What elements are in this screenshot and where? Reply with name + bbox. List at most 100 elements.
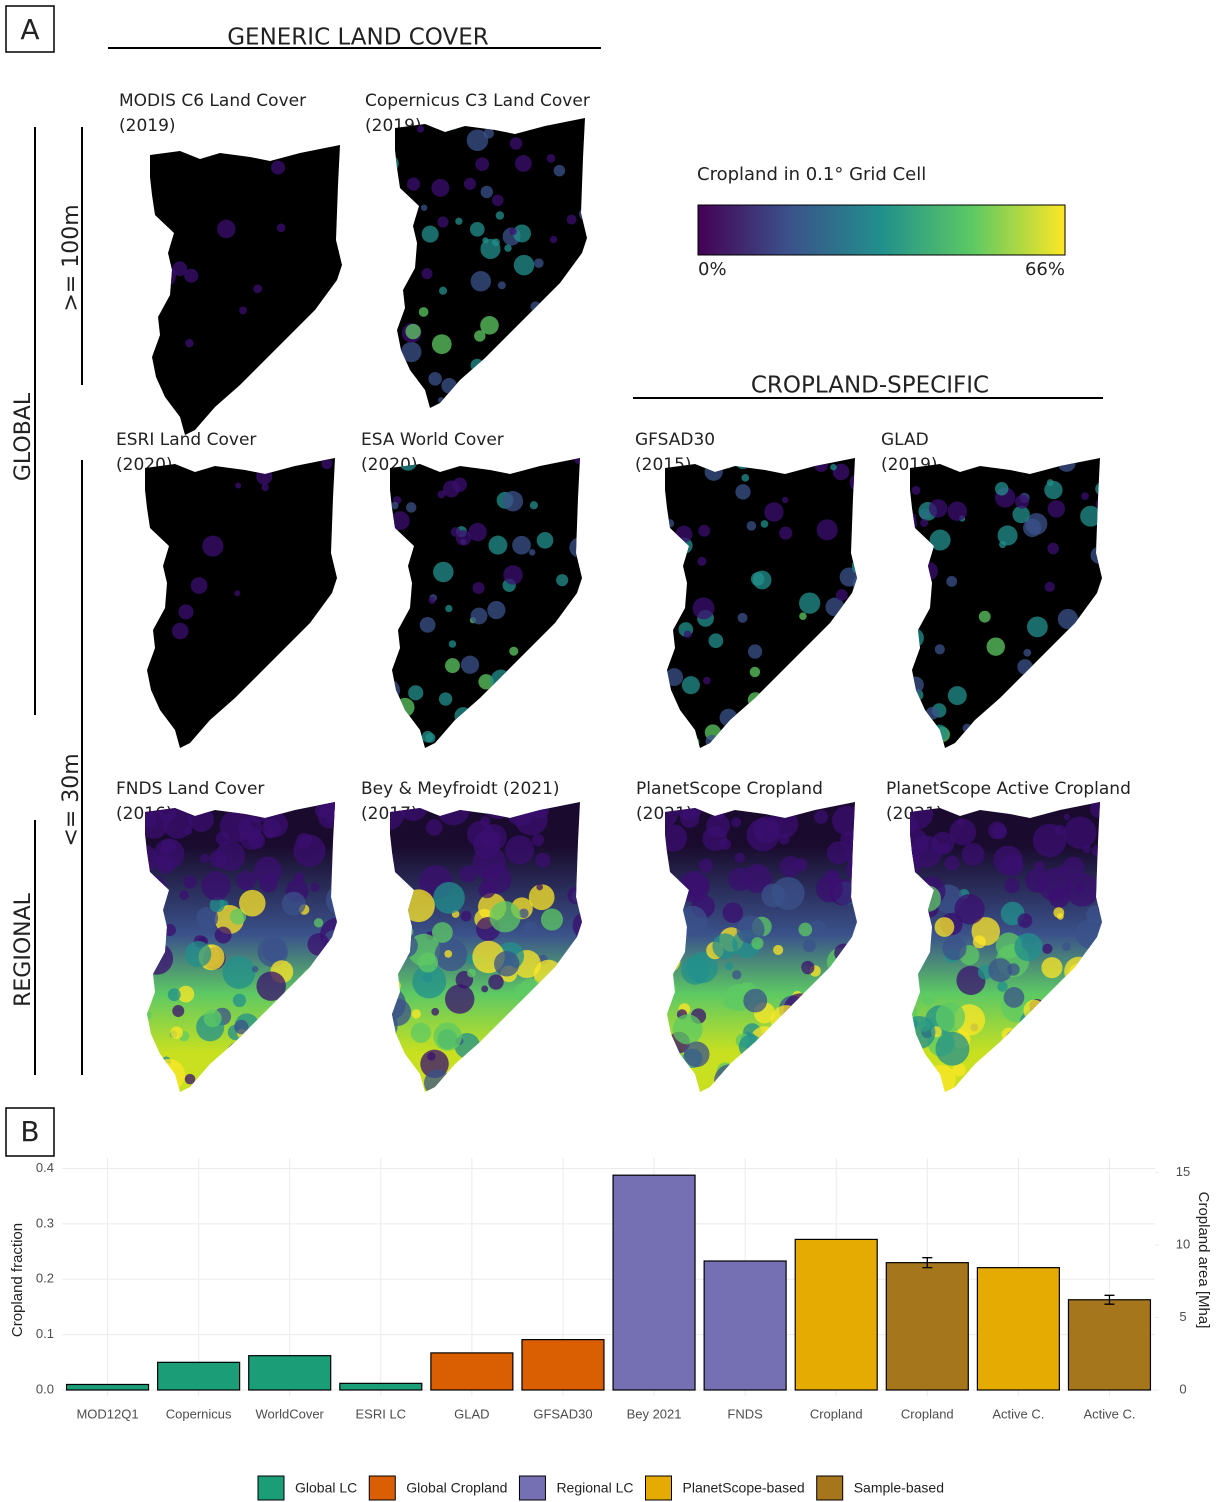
- map-cell: [400, 551, 408, 559]
- map: [373, 453, 593, 758]
- map-cell: [407, 1070, 415, 1078]
- map-cell: [185, 941, 211, 967]
- map-cell: [529, 549, 535, 555]
- map-cell: [896, 591, 915, 610]
- map-cell: [148, 899, 158, 909]
- y-tick-label: 0.2: [36, 1271, 54, 1286]
- map-cell: [233, 994, 246, 1007]
- map-cell: [316, 981, 343, 1008]
- map-cell: [498, 1086, 509, 1097]
- map-cell: [537, 532, 554, 549]
- map-cell: [503, 565, 522, 584]
- map-cell: [761, 520, 769, 528]
- map-cell: [784, 993, 817, 1026]
- map-cell: [405, 324, 420, 339]
- map-cell: [445, 658, 460, 673]
- map-cell: [445, 605, 452, 612]
- map-cell: [851, 677, 859, 685]
- map-cell: [1004, 987, 1025, 1008]
- map-cell: [455, 1074, 488, 1107]
- map-cell: [154, 839, 184, 869]
- map-cell: [907, 677, 924, 694]
- map-cell: [539, 1011, 558, 1030]
- map-cell: [292, 999, 317, 1024]
- map-cell: [302, 968, 322, 988]
- map-cell: [438, 397, 444, 403]
- map-cell: [552, 1001, 564, 1013]
- map-fill: [385, 118, 595, 413]
- map-cell: [449, 640, 456, 647]
- map-cell: [856, 506, 864, 514]
- map-cell: [253, 284, 262, 293]
- map-cell: [572, 683, 593, 704]
- map-cell: [732, 970, 741, 979]
- map-cell: [817, 519, 838, 540]
- map-cell: [788, 711, 797, 720]
- map-cell: [681, 956, 710, 985]
- map-cell: [979, 611, 991, 623]
- map-cell: [480, 316, 499, 335]
- map-cell: [750, 667, 760, 677]
- map-cell: [480, 239, 500, 259]
- map-cell: [1027, 616, 1048, 637]
- map-cell: [945, 856, 960, 871]
- map-title: FNDS Land Cover: [116, 779, 264, 799]
- map-cell: [1033, 1032, 1053, 1052]
- map-cell: [433, 1022, 461, 1050]
- map-cell: [504, 1071, 533, 1100]
- map-cell: [202, 536, 223, 557]
- map-cell: [935, 917, 955, 937]
- bar: [613, 1175, 695, 1390]
- section-header: CROPLAND-SPECIFIC: [751, 373, 989, 399]
- map-cell: [682, 676, 700, 694]
- map-cell: [790, 1075, 800, 1085]
- map-cell: [455, 218, 462, 225]
- map-cell: [142, 1010, 151, 1019]
- map-cell: [911, 1061, 923, 1073]
- map-cell: [371, 920, 392, 941]
- map-cell: [179, 890, 189, 900]
- map-cell: [381, 155, 398, 172]
- map-cell: [787, 661, 808, 682]
- map-cell: [491, 402, 507, 418]
- map-cell: [1058, 609, 1078, 629]
- map-cell: [489, 901, 520, 932]
- map-fill: [140, 145, 350, 440]
- map-cell: [831, 1083, 841, 1093]
- map-cell: [1080, 506, 1101, 527]
- y2-tick-label: 5: [1179, 1309, 1186, 1324]
- row-label: >= 100m: [59, 204, 84, 311]
- map-cell: [752, 714, 773, 735]
- x-tick-label: Copernicus: [166, 1406, 232, 1421]
- y-axis-title: Cropland fraction: [9, 1223, 26, 1337]
- map-cell: [1053, 907, 1064, 918]
- map-cell: [503, 491, 524, 512]
- map-cell: [433, 562, 453, 582]
- map-cell: [293, 835, 325, 867]
- map-cell: [582, 456, 590, 464]
- map-cell: [1086, 1008, 1120, 1042]
- map-cell: [391, 511, 410, 530]
- map-cell: [149, 397, 164, 412]
- map-cell: [712, 933, 737, 958]
- map-cell: [819, 1036, 845, 1062]
- map-cell: [815, 1057, 823, 1065]
- section-header: GENERIC LAND COVER: [227, 25, 489, 51]
- map-cell: [261, 484, 268, 491]
- map-cell: [748, 692, 763, 707]
- map-cell: [794, 1039, 824, 1069]
- map-cell: [922, 993, 935, 1006]
- map-cell: [580, 743, 590, 753]
- map-cell: [522, 1002, 545, 1025]
- map-cell: [471, 608, 488, 625]
- map-cell: [948, 686, 967, 705]
- map-cell: [408, 685, 423, 700]
- map-cell: [747, 521, 757, 531]
- map-cell: [422, 268, 433, 279]
- map-cell: [407, 177, 420, 190]
- map-cell: [1018, 913, 1033, 928]
- map-cell: [239, 890, 266, 917]
- map-title: Copernicus C3 Land Cover: [365, 91, 590, 111]
- map-cell: [252, 1080, 281, 1109]
- map-cell: [427, 1052, 435, 1060]
